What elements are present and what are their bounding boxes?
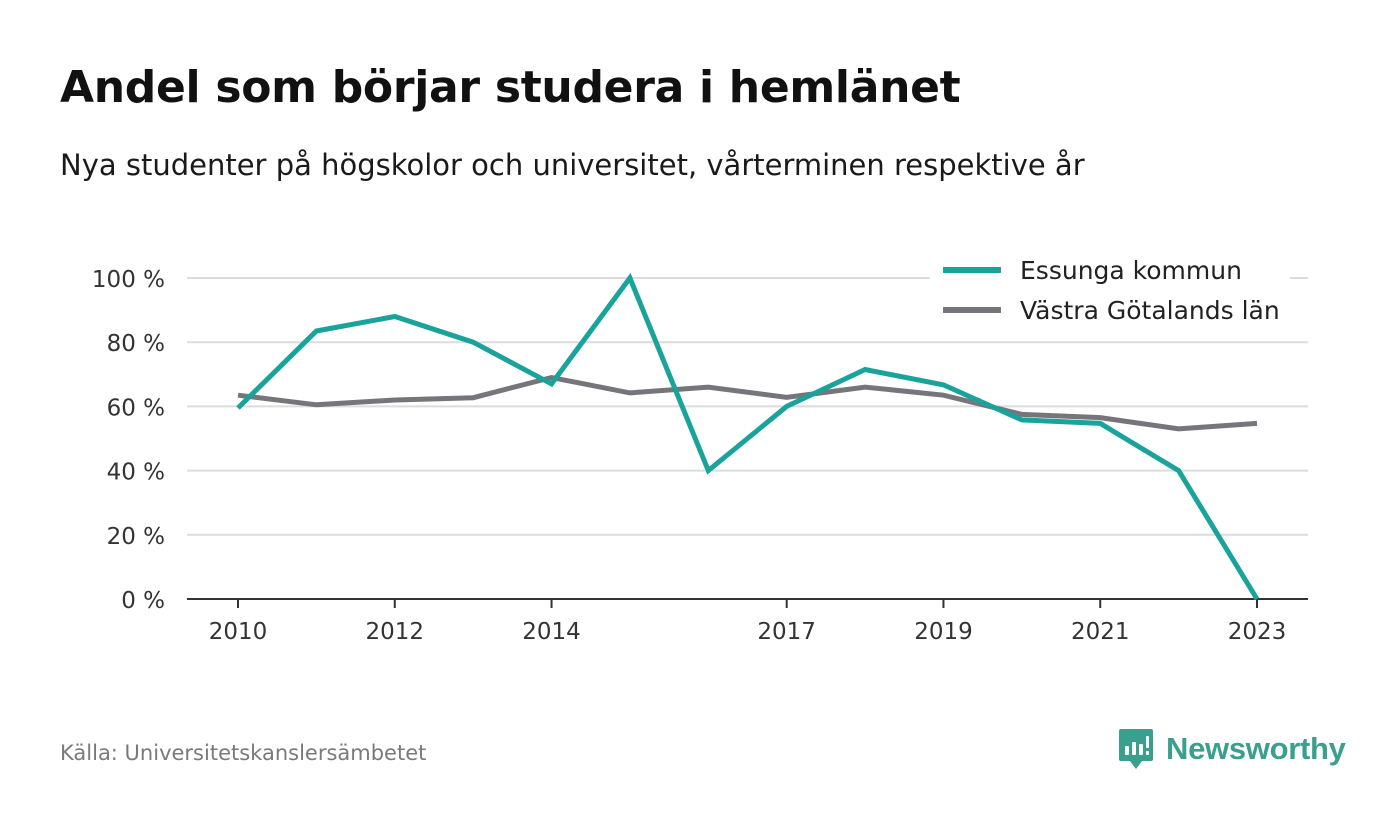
series-line-vastra [237, 374, 1258, 432]
y-tick-label: 80 % [107, 331, 165, 357]
y-tick-label: 60 % [107, 395, 165, 421]
x-tick-label: 2012 [365, 619, 424, 645]
legend-background [930, 252, 1290, 336]
series-line-essunga [236, 272, 1260, 601]
series-lines [236, 272, 1260, 601]
line-chart: 0 %20 %40 %60 %80 %100 % 2010 2012 2014 201… [91, 252, 1308, 645]
legend-label: Essunga kommun [1020, 256, 1242, 285]
y-tick-label: 40 % [107, 460, 165, 486]
brand-name: Newsworthy [1166, 731, 1346, 766]
x-tick-label: 2010 [209, 619, 268, 645]
y-tick-label: 0 % [121, 588, 165, 614]
x-tick-label: 2017 [757, 619, 816, 645]
brand-logo: Newsworthy [1118, 727, 1346, 771]
chart-subtitle: Nya studenter på högskolor och universit… [60, 148, 1085, 182]
x-tick-label: 2023 [1228, 619, 1287, 645]
source-note: Källa: Universitetskanslersämbetet [60, 741, 427, 765]
y-tick-label: 20 % [107, 524, 165, 550]
chart-title: Andel som börjar studera i hemlänet [60, 62, 961, 113]
newsworthy-logo-icon [1119, 729, 1153, 769]
x-tick-label: 2019 [914, 619, 973, 645]
legend-label: Västra Götalands län [1020, 296, 1280, 325]
legend: Essunga kommun Västra Götalands län [930, 252, 1290, 336]
x-axis-ticks: 2010 2012 2014 2017 2019 2021 2023 [187, 598, 1308, 645]
x-tick-label: 2021 [1071, 619, 1130, 645]
y-axis-ticks: 0 % 20 % 40 % 60 % 80 % 100 % [92, 267, 165, 614]
y-tick-label: 100 % [92, 267, 165, 293]
x-tick-label: 2014 [522, 619, 581, 645]
